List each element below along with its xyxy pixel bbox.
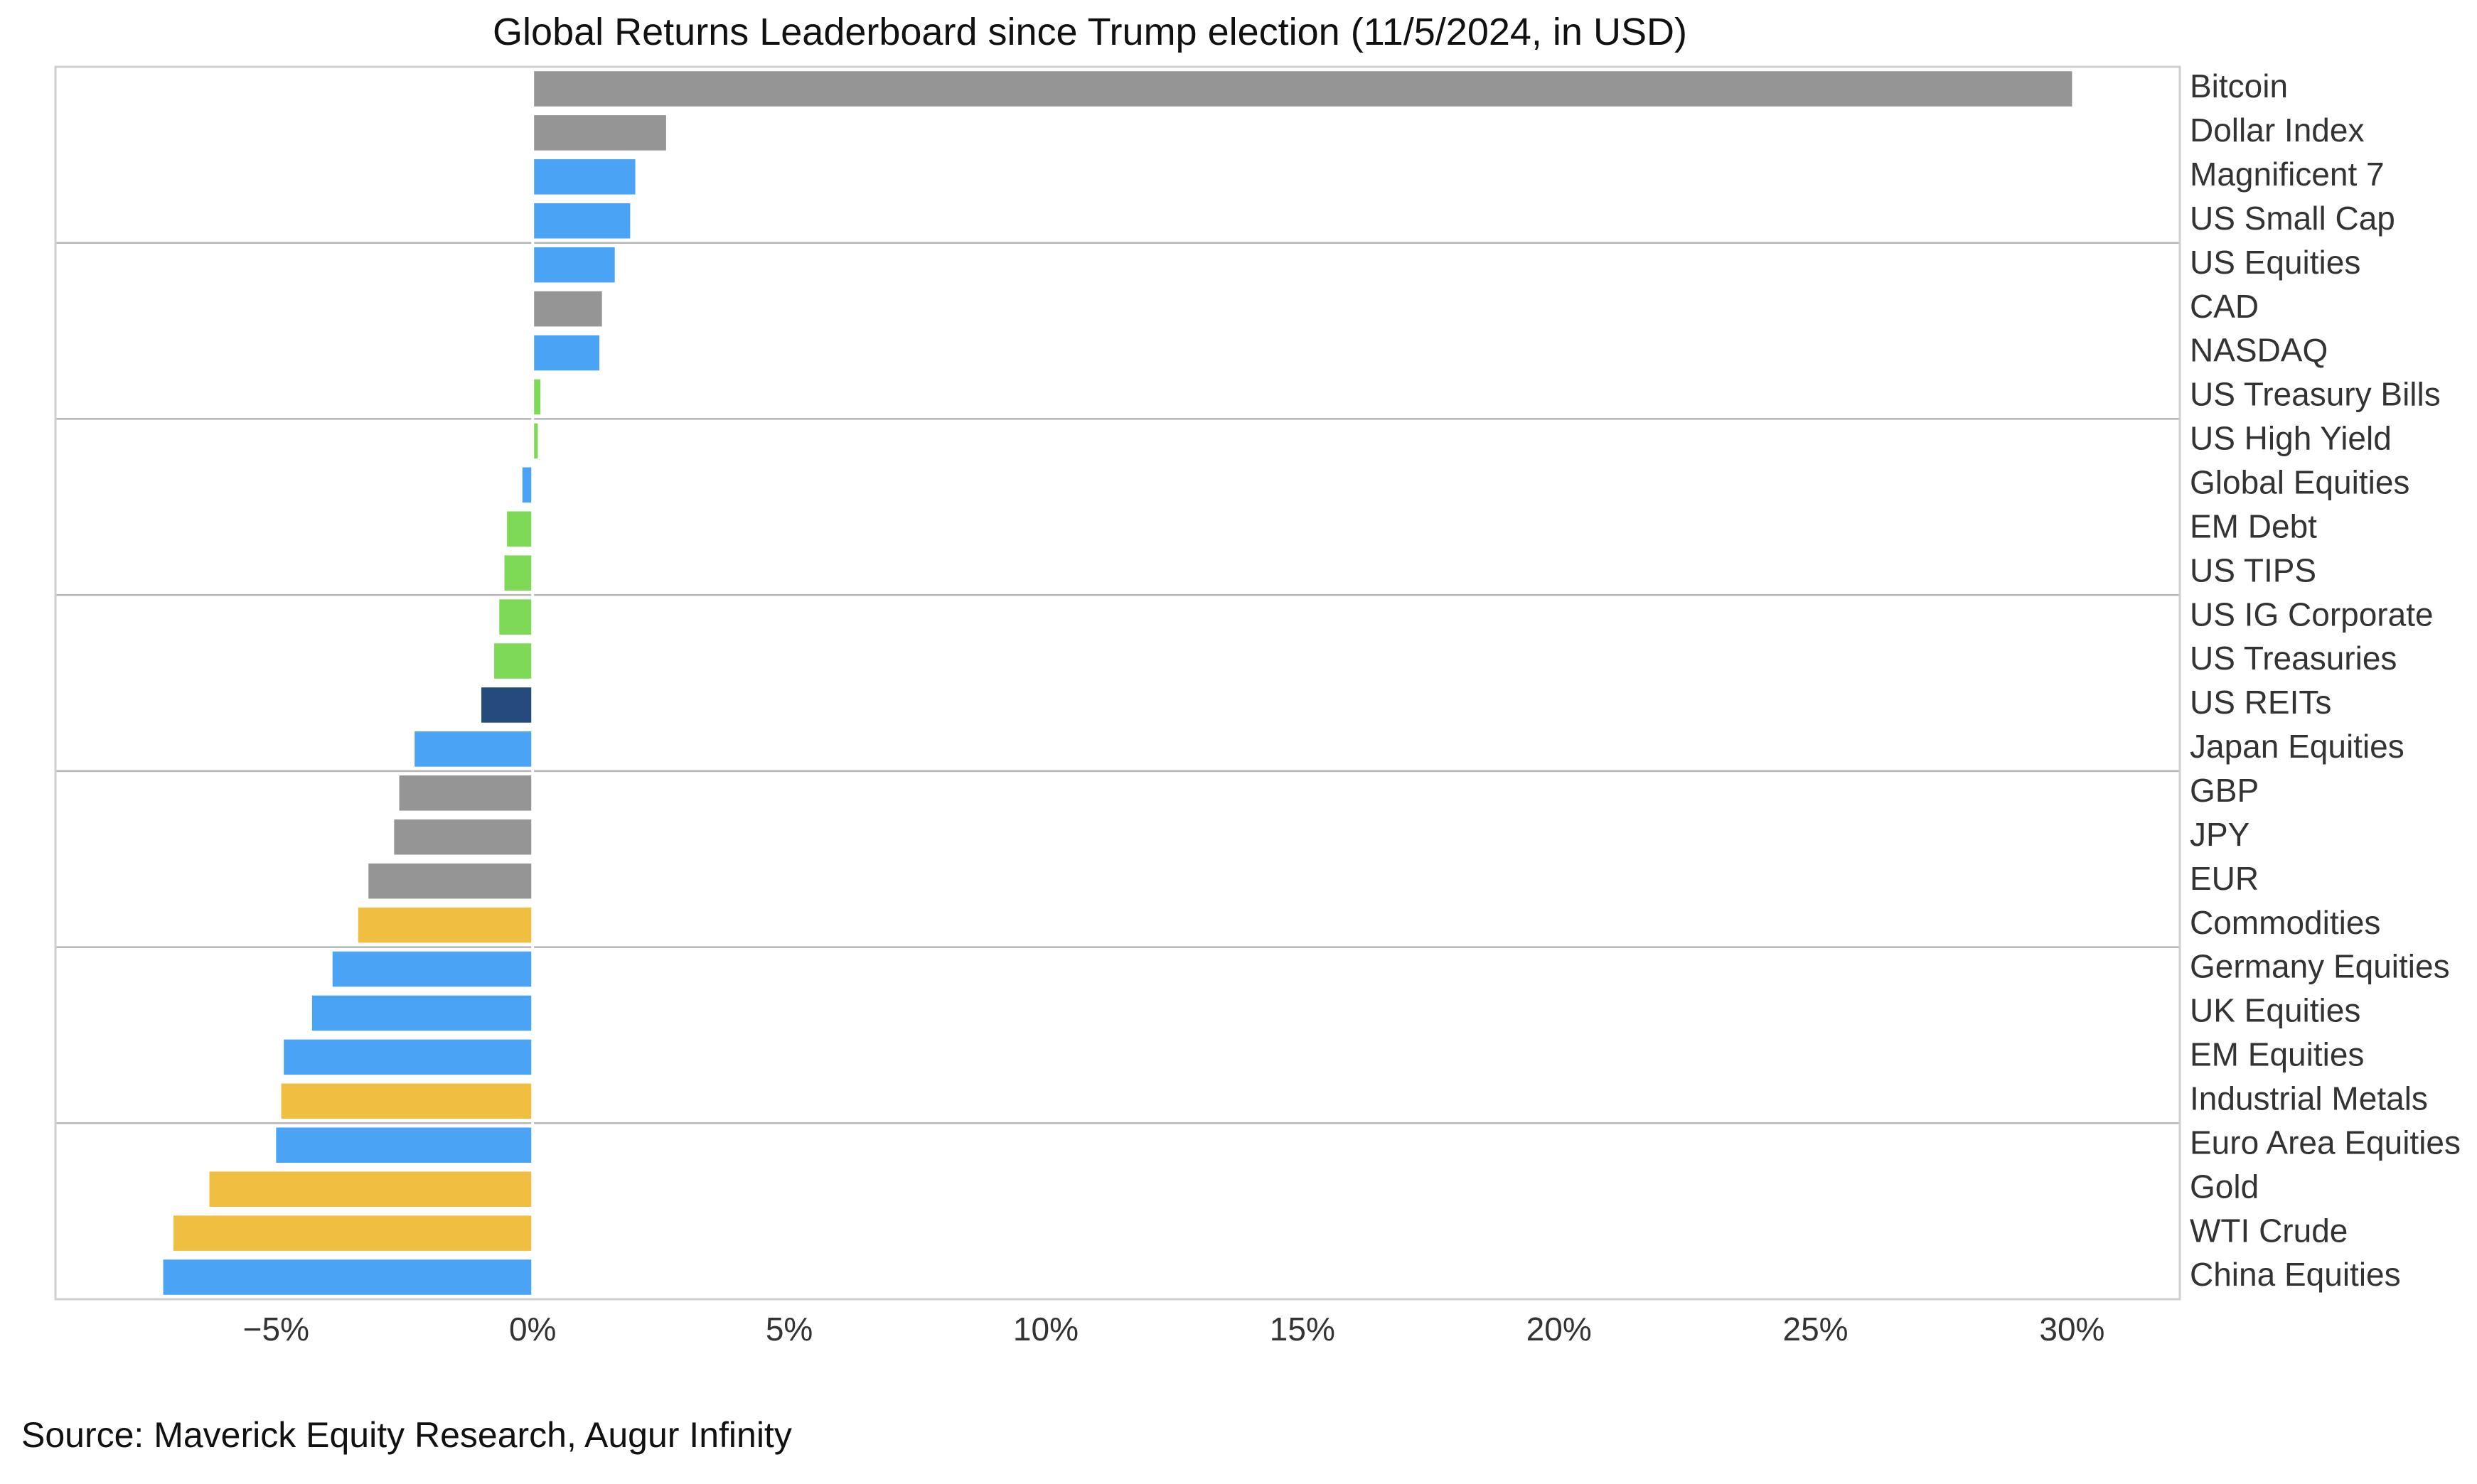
category-label: US REITs: [2190, 684, 2331, 721]
row-separators: [55, 242, 2180, 1124]
bar: [368, 863, 533, 899]
bar: [281, 1083, 533, 1119]
bar: [522, 467, 533, 503]
bar: [284, 1039, 533, 1075]
category-label: Japan Equities: [2190, 728, 2404, 765]
category-label: Industrial Metals: [2190, 1080, 2428, 1117]
category-label: CAD: [2190, 288, 2259, 325]
category-label: US Equities: [2190, 244, 2360, 281]
category-label: JPY: [2190, 816, 2249, 853]
bar: [276, 1127, 533, 1163]
category-label: US Small Cap: [2190, 200, 2395, 237]
bar: [311, 995, 533, 1031]
chart-title: Global Returns Leaderboard since Trump e…: [493, 11, 1687, 53]
bar: [533, 291, 602, 327]
bar: [494, 643, 533, 679]
x-tick-label: 30%: [2039, 1311, 2104, 1348]
x-tick-label: 20%: [1526, 1311, 1592, 1348]
category-labels: Bitcoin Dollar Index Magnificent 7 US Small…: [2190, 68, 2461, 1293]
category-label: Euro Area Equities: [2190, 1124, 2461, 1161]
x-tick-label: −5%: [243, 1311, 309, 1348]
bar: [358, 907, 533, 943]
category-label: Germany Equities: [2190, 948, 2450, 985]
x-tick-label: 10%: [1013, 1311, 1079, 1348]
bar: [163, 1259, 533, 1295]
category-label: EM Equities: [2190, 1036, 2364, 1073]
plot-frame: [54, 65, 2181, 1301]
category-label: Gold: [2190, 1168, 2259, 1205]
category-label: NASDAQ: [2190, 332, 2328, 369]
bar: [332, 951, 533, 987]
bar: [533, 203, 631, 239]
bar: [533, 115, 666, 151]
category-label: US IG Corporate: [2190, 596, 2434, 633]
category-label: EUR: [2190, 860, 2259, 897]
category-label: Commodities: [2190, 904, 2380, 941]
category-label: UK Equities: [2190, 992, 2360, 1029]
category-label: Dollar Index: [2190, 112, 2364, 149]
category-label: Global Equities: [2190, 463, 2409, 500]
bar: [209, 1171, 533, 1207]
source-note: Source: Maverick Equity Research, Augur …: [21, 1415, 792, 1455]
x-tick-label: 5%: [766, 1311, 813, 1348]
bar: [533, 379, 541, 415]
category-label: GBP: [2190, 772, 2259, 809]
category-label: US High Yield: [2190, 420, 2392, 457]
x-axis-ticks: −5% 0% 5% 10% 15% 20% 25% 30%: [243, 1311, 2105, 1348]
x-tick-label: 0%: [509, 1311, 556, 1348]
category-label: EM Debt: [2190, 507, 2317, 544]
bar: [533, 423, 538, 459]
bar: [173, 1215, 533, 1251]
category-label: Magnificent 7: [2190, 156, 2385, 193]
bar: [533, 335, 600, 371]
bar: [533, 247, 615, 283]
x-tick-label: 25%: [1783, 1311, 1849, 1348]
bars-group: [163, 71, 2072, 1295]
category-label: US TIPS: [2190, 552, 2316, 588]
category-label: China Equities: [2190, 1256, 2401, 1293]
bar: [414, 731, 533, 767]
category-label: WTI Crude: [2190, 1212, 2348, 1249]
bar: [533, 71, 2072, 107]
x-tick-label: 15%: [1270, 1311, 1335, 1348]
bar: [399, 775, 533, 811]
bar-chart: Bitcoin Dollar Index Magnificent 7 US Small…: [54, 65, 2461, 1348]
bar: [533, 159, 636, 195]
category-label: US Treasuries: [2190, 640, 2397, 677]
category-label: US Treasury Bills: [2190, 376, 2441, 413]
bar: [394, 819, 533, 855]
bar: [504, 555, 533, 591]
bar: [481, 687, 533, 723]
bar: [507, 511, 533, 547]
category-label: Bitcoin: [2190, 68, 2288, 104]
bar: [499, 599, 533, 635]
